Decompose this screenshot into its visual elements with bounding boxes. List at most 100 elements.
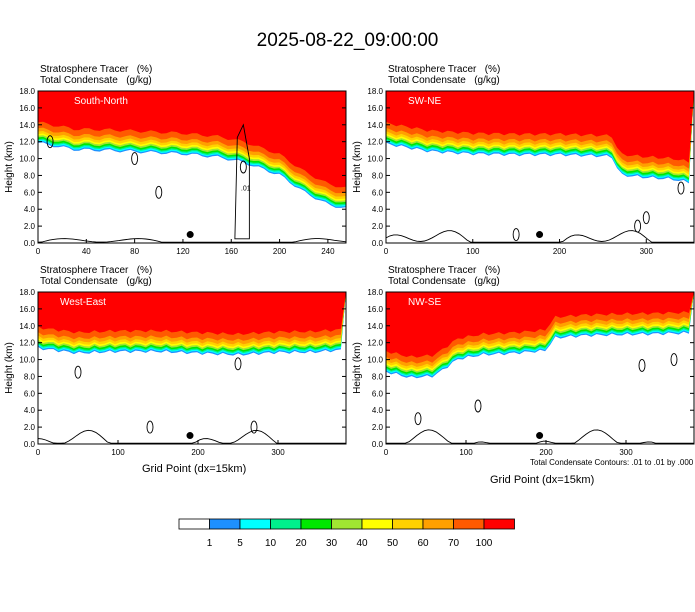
y-tick-label: 4.0 xyxy=(24,205,36,214)
colorbar-label: 10 xyxy=(265,538,277,549)
y-tick-label: 0.0 xyxy=(24,239,36,248)
x-tick-label: 40 xyxy=(82,247,91,256)
x-tick-label: 300 xyxy=(271,448,285,457)
y-tick-label: 12.0 xyxy=(367,138,383,147)
y-tick-label: 10.0 xyxy=(19,356,35,365)
panel-header-south-north: Stratosphere Tracer (%) Total Condensate… xyxy=(40,64,152,86)
y-tick-label: 10.0 xyxy=(367,155,383,164)
plot-frame xyxy=(37,90,347,244)
x-tick-label: 200 xyxy=(273,247,287,256)
y-tick-label: 2.0 xyxy=(372,222,384,231)
colorbar-swatch xyxy=(392,518,424,530)
condensate-contour xyxy=(74,365,82,379)
cross-section-west-east: 0.0 2.0 4.0 6.0 8.0 10.0 12.0 14.0 16.0 18.0 0 100 2… xyxy=(4,288,347,457)
condensate-contour xyxy=(250,420,258,434)
x-tick-label: 100 xyxy=(466,247,480,256)
x-tick-label: 100 xyxy=(111,448,125,457)
y-tick-label: 6.0 xyxy=(24,188,36,197)
x-tick-label: 0 xyxy=(384,448,389,457)
colorbar-swatch xyxy=(422,518,454,530)
x-tick-label: 200 xyxy=(553,247,567,256)
y-tick-label: 8.0 xyxy=(372,372,384,381)
condensate-contour xyxy=(46,135,54,149)
y-tick-label: 16.0 xyxy=(19,104,35,113)
colorbar-swatch xyxy=(331,518,363,530)
y-tick-label: 6.0 xyxy=(372,389,384,398)
x-tick-label: 80 xyxy=(130,247,139,256)
colorbar-swatch xyxy=(209,518,241,530)
colorbar-swatch xyxy=(453,518,485,530)
colorbar-swatch xyxy=(239,518,271,530)
condensate-contour xyxy=(677,181,685,195)
colorbar-label: 30 xyxy=(326,538,338,549)
x-axis-label-right: Grid Point (dx=15km) xyxy=(490,474,595,486)
y-tick-label: 12.0 xyxy=(367,339,383,348)
page-title: 2025-08-22_09:00:00 xyxy=(256,30,439,51)
section-label: West-East xyxy=(60,297,106,308)
condensate-contour xyxy=(131,152,139,166)
contour-unit: (g/kg) xyxy=(474,276,500,287)
location-marker xyxy=(536,231,544,239)
field-label: Stratosphere Tracer xyxy=(40,265,129,276)
x-tick-label: 200 xyxy=(539,448,553,457)
contour-label: Total Condensate xyxy=(40,276,118,287)
condensate-contour xyxy=(642,211,650,225)
colorbar-label: 40 xyxy=(356,538,368,549)
condensate-contour xyxy=(638,359,646,372)
condensate-contour xyxy=(234,123,250,240)
condensate-contour xyxy=(146,420,154,434)
y-tick-label: 4.0 xyxy=(24,406,36,415)
location-marker xyxy=(186,231,194,239)
tracer-band-0 xyxy=(386,91,694,163)
section-label: SW-NE xyxy=(408,96,441,107)
section-label: NW-SE xyxy=(408,297,441,308)
colorbar-label: 20 xyxy=(295,538,307,549)
colorbar-swatch xyxy=(300,518,332,530)
y-tick-label: 2.0 xyxy=(372,423,384,432)
field-label: Stratosphere Tracer xyxy=(40,64,129,75)
y-tick-label: 12.0 xyxy=(19,339,35,348)
x-tick-label: 0 xyxy=(36,448,41,457)
x-tick-label: 160 xyxy=(225,247,239,256)
y-tick-label: 12.0 xyxy=(19,138,35,147)
y-tick-label: 8.0 xyxy=(372,171,384,180)
cross-section-nw-se: 0.0 2.0 4.0 6.0 8.0 10.0 12.0 14.0 16.0 18.0 0 100 2… xyxy=(352,288,695,457)
field-unit: (%) xyxy=(136,265,153,276)
field-label: Stratosphere Tracer xyxy=(388,265,477,276)
plot-frame xyxy=(385,90,695,244)
colorbar-label: 70 xyxy=(448,538,460,549)
x-tick-label: 300 xyxy=(619,448,633,457)
y-tick-label: 10.0 xyxy=(367,356,383,365)
location-marker xyxy=(536,432,544,440)
colorbar-label: 60 xyxy=(417,538,429,549)
y-tick-label: 2.0 xyxy=(24,222,36,231)
y-tick-label: 14.0 xyxy=(19,322,35,331)
contour-label: Total Condensate xyxy=(388,276,466,287)
x-tick-label: 300 xyxy=(640,247,654,256)
contour-unit: (g/kg) xyxy=(126,75,152,86)
x-axis-label-left: Grid Point (dx=15km) xyxy=(142,463,247,475)
y-tick-label: 18.0 xyxy=(19,288,35,297)
y-tick-label: 14.0 xyxy=(367,121,383,130)
location-marker xyxy=(186,432,194,440)
tracer-band-0 xyxy=(38,292,346,335)
y-axis-label: Height (km) xyxy=(352,141,363,193)
x-tick-label: 120 xyxy=(176,247,190,256)
condensate-contour xyxy=(234,357,242,371)
panel-header-nw-se: Stratosphere Tracer (%) Total Condensate… xyxy=(388,265,500,287)
contour-note: Total Condensate Contours: .01 to .01 by… xyxy=(530,458,694,467)
y-tick-label: 16.0 xyxy=(367,305,383,314)
colorbar: 1 5 10 20 30 40 50 60 70 100 xyxy=(178,518,515,549)
y-tick-label: 6.0 xyxy=(372,188,384,197)
colorbar-label: 1 xyxy=(207,538,213,549)
plot-frame xyxy=(37,291,347,445)
y-axis-label: Height (km) xyxy=(352,342,363,394)
colorbar-label: 100 xyxy=(476,538,493,549)
panel-header-sw-ne: Stratosphere Tracer (%) Total Condensate… xyxy=(388,64,500,86)
y-tick-label: 0.0 xyxy=(24,440,36,449)
y-tick-label: 4.0 xyxy=(372,406,384,415)
x-tick-label: 0 xyxy=(384,247,389,256)
x-tick-label: 200 xyxy=(191,448,205,457)
contour-unit: (g/kg) xyxy=(474,75,500,86)
y-tick-label: 0.0 xyxy=(372,239,384,248)
